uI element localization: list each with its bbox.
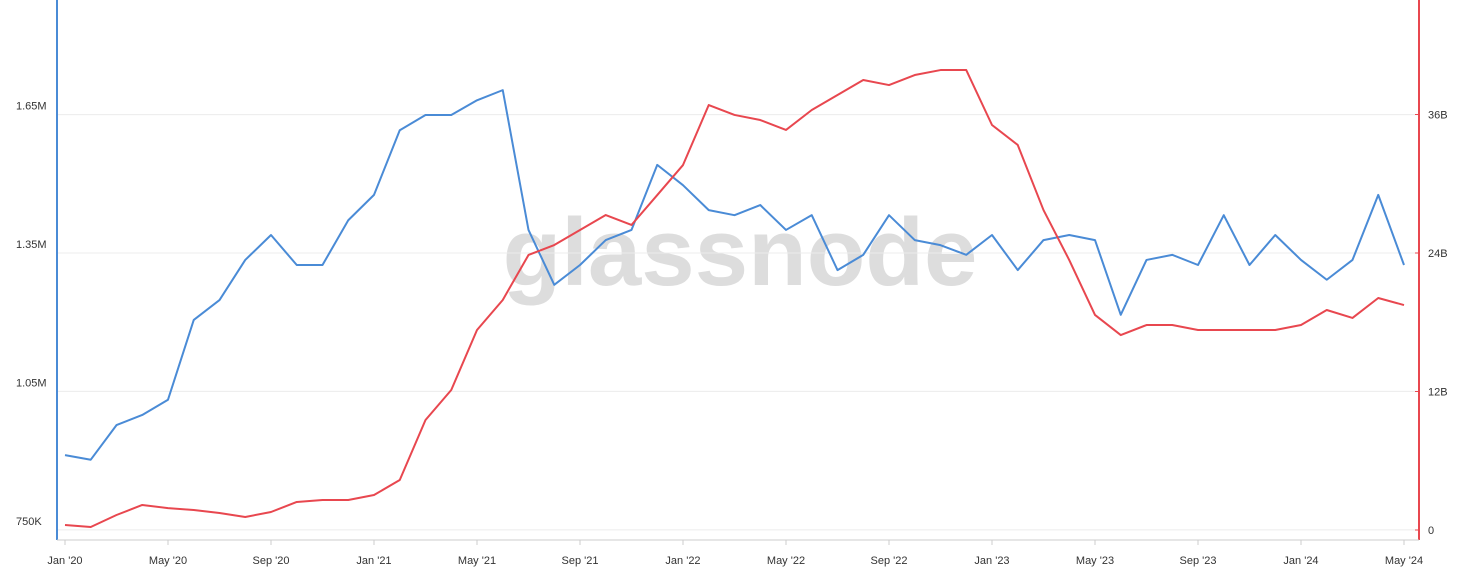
x-tick-label: Jan '21 <box>356 555 391 567</box>
x-tick-label: Jan '20 <box>47 555 82 567</box>
y2-tick-label: 36B <box>1428 109 1448 121</box>
x-tick-label: Sep '23 <box>1180 555 1217 567</box>
x-tick-label: Jan '22 <box>665 555 700 567</box>
x-tick-label: Sep '22 <box>871 555 908 567</box>
y-tick-label: 1.35M <box>16 239 47 251</box>
y-tick-label: 750K <box>16 516 42 528</box>
x-tick-label: Jan '23 <box>974 555 1009 567</box>
x-tick-label: May '23 <box>1076 555 1114 567</box>
y2-tick-label: 0 <box>1428 525 1434 537</box>
x-tick-label: Sep '21 <box>562 555 599 567</box>
series-line <box>64 69 1405 529</box>
watermark: glassnode <box>503 199 978 306</box>
x-tick-label: May '20 <box>149 555 187 567</box>
x-tick-label: Jan '24 <box>1283 555 1318 567</box>
y2-tick-label: 24B <box>1428 248 1448 260</box>
x-tick-label: May '22 <box>767 555 805 567</box>
x-tick-label: May '21 <box>458 555 496 567</box>
y-tick-label: 1.65M <box>16 101 47 113</box>
x-tick-label: May '24 <box>1385 555 1423 567</box>
y-tick-label: 1.05M <box>16 377 47 389</box>
x-tick-label: Sep '20 <box>253 555 290 567</box>
y2-tick-label: 12B <box>1428 386 1448 398</box>
series-line <box>64 89 1405 461</box>
